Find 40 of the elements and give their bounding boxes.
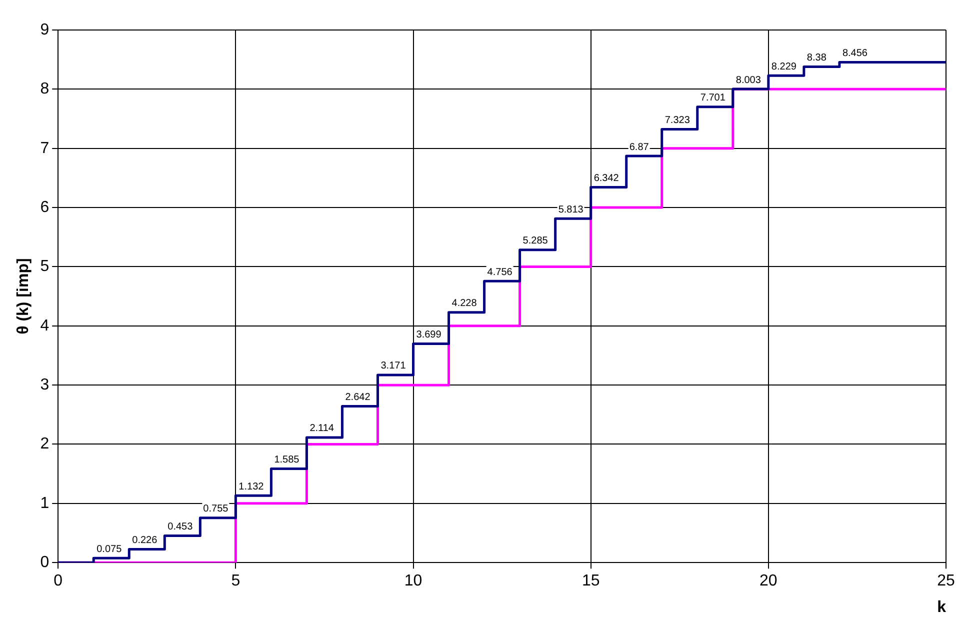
data-label: 5.285	[522, 236, 548, 247]
data-label: 7.701	[700, 92, 726, 104]
y-tick-label: 7	[40, 140, 50, 157]
data-label: 5.813	[558, 204, 584, 216]
data-label: 0.755	[203, 504, 229, 515]
data-label: 8.003	[736, 74, 762, 86]
x-tick-label: 25	[937, 572, 955, 590]
data-label: 4.228	[452, 298, 478, 310]
x-tick-label: 15	[582, 572, 600, 590]
data-label: 1.132	[238, 481, 264, 492]
y-tick-label: 2	[40, 436, 50, 453]
data-label: 0.453	[168, 522, 194, 533]
x-tick-label: 20	[760, 572, 778, 590]
data-label: 2.114	[310, 423, 334, 434]
data-label: 8.229	[771, 61, 797, 72]
y-tick-label: 9	[40, 21, 50, 38]
y-tick-label: 5	[40, 258, 50, 276]
y-axis-title: θ (k) [imp]	[15, 258, 32, 334]
x-tick-label: 0	[54, 572, 63, 590]
data-label: 6.87	[629, 142, 650, 153]
y-tick-label: 3	[40, 376, 50, 394]
x-tick-label: 10	[404, 572, 422, 590]
data-label: 8.456	[842, 48, 868, 59]
data-label: 1.585	[274, 454, 300, 466]
y-tick-label: 4	[40, 317, 50, 334]
y-tick-label: 1	[40, 494, 50, 512]
x-axis-title: k	[937, 598, 946, 616]
data-label: 3.699	[416, 329, 442, 340]
data-label: 0.075	[96, 544, 122, 555]
data-label: 2.642	[345, 392, 371, 403]
data-label: 7.323	[664, 114, 690, 126]
y-tick-label: 8	[40, 80, 50, 98]
x-tick-label: 5	[231, 572, 240, 590]
data-label: 8.38	[806, 52, 827, 64]
data-label: 0.226	[132, 534, 158, 546]
data-label: 4.756	[487, 266, 513, 278]
y-tick-label: 0	[40, 554, 50, 572]
y-tick-label: 6	[40, 198, 50, 216]
data-label: 3.171	[380, 360, 406, 372]
data-label: 6.342	[594, 173, 620, 184]
